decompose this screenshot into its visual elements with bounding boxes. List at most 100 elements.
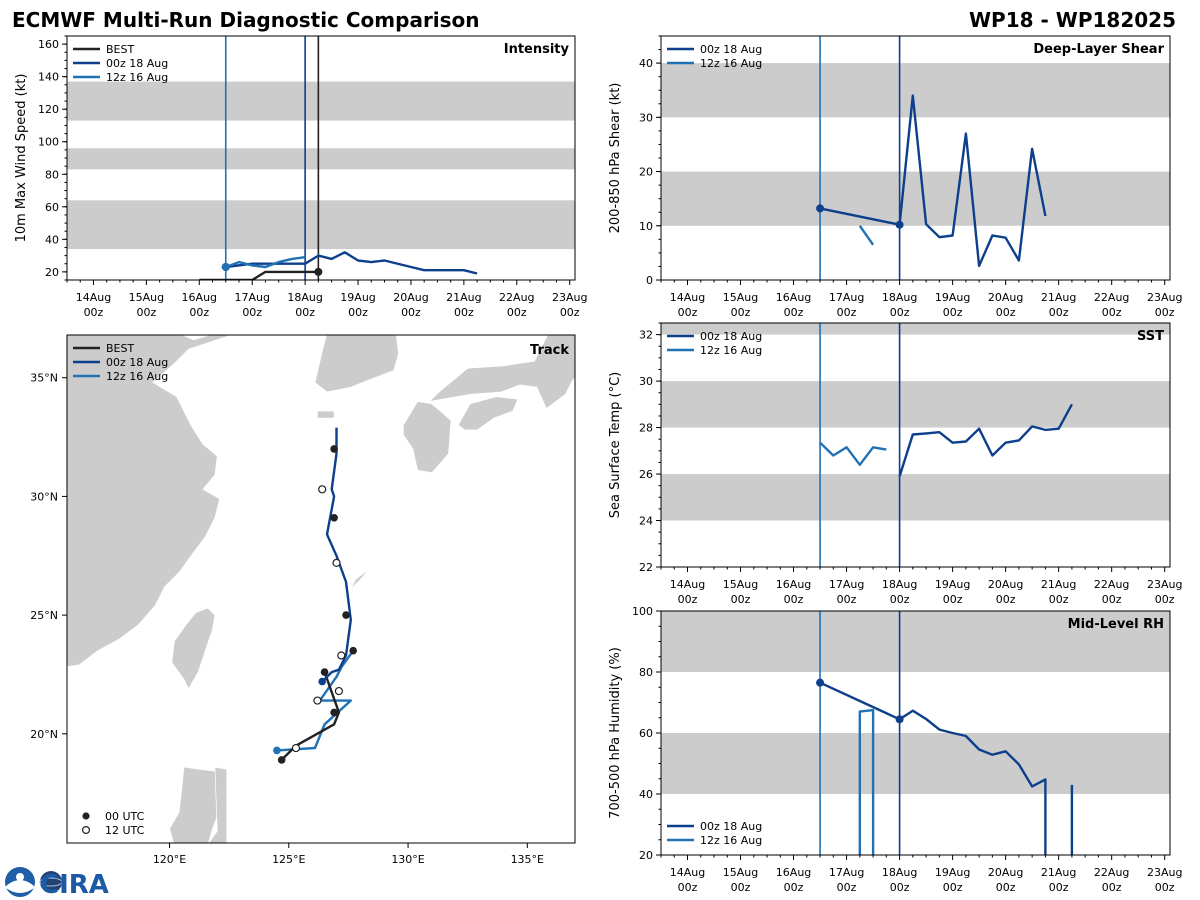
x-tick-label: 17Aug (234, 291, 269, 304)
land-group (67, 335, 575, 843)
x-tick-label: 19Aug (935, 866, 970, 879)
series-marker (895, 220, 904, 229)
series-marker (221, 262, 230, 271)
nasa-globe-icon (39, 871, 63, 893)
x-tick-label: 14Aug (670, 866, 705, 879)
taiwan (171, 607, 216, 690)
lon-tick-label: 125°E (272, 853, 305, 866)
y-axis-label: 10m Max Wind Speed (kt) (14, 74, 29, 243)
track-marker-00utc (318, 677, 326, 686)
x-tick-label: 15Aug (723, 291, 758, 304)
series-marker (816, 678, 825, 687)
storm-id: WP18 - WP182025 (969, 8, 1176, 32)
x-tick-label: 14Aug (670, 578, 705, 591)
x-tick-label: 00z (454, 306, 474, 319)
legend-label: 00z 18 Aug (700, 820, 762, 833)
y-axis-label: 700-500 hPa Humidity (%) (608, 647, 623, 819)
x-tick-label: 00z (678, 306, 698, 319)
x-tick-label: 00z (837, 593, 857, 606)
panel-title: Track (530, 343, 569, 358)
honshu (428, 335, 575, 410)
y-tick-label: 60 (639, 727, 653, 740)
y-tick-label: 32 (639, 329, 653, 342)
x-tick-label: 16Aug (776, 866, 811, 879)
sst-panel: 14Aug 00z 15Aug 00z 16Aug 00z 17Aug 00z 18Aug 00z… (608, 322, 1182, 606)
lon-tick-label: 130°E (391, 853, 424, 866)
x-tick-label: 00z (890, 593, 910, 606)
legend-label: 12z 16 Aug (700, 57, 762, 70)
legend-label: BEST (106, 43, 134, 56)
x-tick-label: 00z (136, 306, 156, 319)
category-band-1 (661, 381, 1170, 428)
x-tick-label: 19Aug (935, 578, 970, 591)
x-tick-label: 00z (1102, 306, 1122, 319)
category-band-0 (661, 474, 1170, 521)
track-marker-12utc (291, 743, 301, 753)
lat-tick-label: 20°N (30, 728, 58, 741)
lon-tick-label: 135°E (511, 853, 544, 866)
x-tick-label: 00z (731, 593, 751, 606)
y-axis-label: Sea Surface Temp (°C) (608, 372, 623, 519)
x-tick-label: 00z (784, 306, 804, 319)
legend-label: 00z 18 Aug (700, 43, 762, 56)
x-tick-label: 21Aug (1041, 866, 1076, 879)
x-tick-label: 23Aug (1147, 866, 1182, 879)
map-frame (66, 334, 576, 844)
x-tick-label: 20Aug (393, 291, 428, 304)
x-tick-label: 19Aug (340, 291, 375, 304)
x-tick-label: 00z (507, 306, 527, 319)
y-tick-label: 80 (639, 666, 653, 679)
legend-label: 12z 16 Aug (106, 71, 168, 84)
x-tick-label: 18Aug (882, 866, 917, 879)
x-tick-label: 14Aug (670, 291, 705, 304)
x-tick-label: 00z (84, 306, 104, 319)
y-tick-label: 40 (45, 233, 59, 246)
lon-tick-label: 120°E (153, 853, 186, 866)
x-tick-label: 20Aug (988, 578, 1023, 591)
shikoku (457, 396, 519, 431)
x-tick-label: 00z (837, 306, 857, 319)
y-tick-label: 26 (639, 468, 653, 481)
category-band-1 (67, 148, 575, 170)
series-group (819, 403, 1073, 477)
track-marker-12utc (313, 696, 322, 705)
series-marker (895, 715, 904, 724)
x-tick-label: 16Aug (776, 578, 811, 591)
category-band-1 (661, 611, 1170, 672)
okinawa (350, 569, 368, 590)
plot-frame (660, 322, 1171, 568)
track-marker-12utc (337, 651, 346, 660)
series-marker (816, 204, 825, 213)
logo-text: CIRA (40, 870, 109, 900)
marker-legend-00utc (82, 812, 90, 820)
x-tick-label: 00z (784, 881, 804, 894)
y-tick-label: 30 (639, 111, 653, 124)
x-tick-label: 16Aug (776, 291, 811, 304)
korea (314, 335, 399, 393)
series-line-0 (898, 403, 1073, 477)
y-tick-label: 40 (639, 57, 653, 70)
x-tick-label: 20Aug (988, 866, 1023, 879)
x-tick-label: 00z (943, 593, 963, 606)
x-tick-label: 18Aug (882, 291, 917, 304)
luzon-east (208, 766, 228, 843)
x-tick-label: 19Aug (935, 291, 970, 304)
track-marker-12utc (318, 485, 327, 494)
y-axis-label: 200-850 hPa Shear (kt) (608, 83, 623, 234)
x-tick-label: 00z (1049, 306, 1069, 319)
track-marker-00utc (342, 611, 350, 619)
category-band-2 (67, 81, 575, 121)
series-group (819, 94, 1047, 268)
y-tick-label: 22 (639, 561, 653, 574)
track-marker-00utc (349, 646, 357, 655)
china-mainland (67, 335, 233, 667)
x-tick-label: 17Aug (829, 291, 864, 304)
x-tick-label: 00z (348, 306, 368, 319)
x-tick-label: 23Aug (1147, 578, 1182, 591)
jeju (317, 410, 335, 419)
x-tick-label: 22Aug (1094, 578, 1129, 591)
x-tick-label: 00z (242, 306, 262, 319)
panel-title: Deep-Layer Shear (1033, 42, 1164, 57)
x-tick-label: 18Aug (882, 578, 917, 591)
legend-label: 00z 18 Aug (106, 57, 168, 70)
